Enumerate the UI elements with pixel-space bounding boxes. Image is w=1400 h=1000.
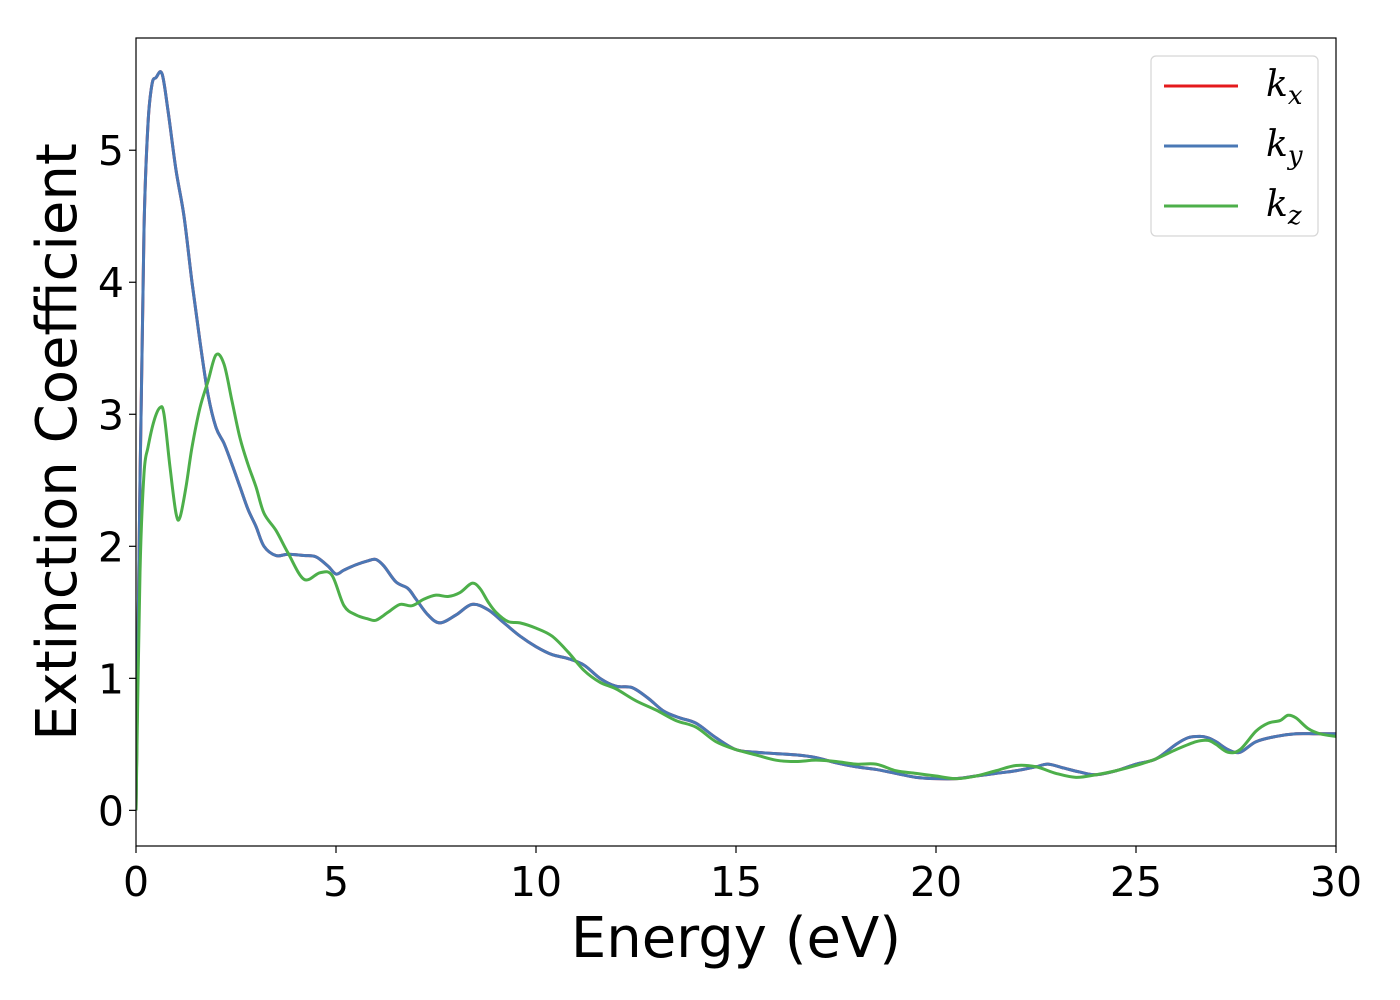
x-tick-label: 15 [710, 858, 762, 906]
y-tick-label: 5 [98, 127, 124, 175]
x-tick-label: 5 [323, 858, 349, 906]
y-axis-label: Extinction Coefficient [25, 143, 90, 741]
y-tick-label: 1 [98, 655, 124, 703]
x-tick-label: 30 [1310, 858, 1362, 906]
x-tick-label: 0 [123, 858, 149, 906]
x-tick-label: 10 [510, 858, 562, 906]
x-axis: 0 5 10 15 20 25 30 [123, 846, 1362, 906]
y-axis: 0 1 2 3 4 5 [98, 127, 136, 835]
y-tick-label: 2 [98, 523, 124, 571]
x-tick-label: 25 [1110, 858, 1162, 906]
y-tick-label: 4 [98, 259, 124, 307]
series-layer [136, 70, 1336, 811]
y-tick-label: 0 [98, 787, 124, 835]
y-tick-label: 3 [98, 391, 124, 439]
x-axis-label: Energy (eV) [571, 906, 901, 971]
series-line-kz [136, 352, 1336, 811]
x-tick-label: 20 [910, 858, 962, 906]
